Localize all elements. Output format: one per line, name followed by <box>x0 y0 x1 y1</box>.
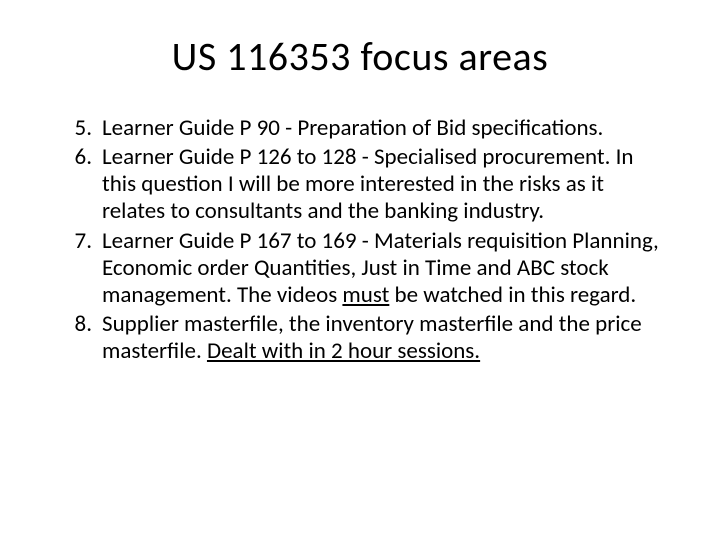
list-item-text-underlined: Dealt with in 2 hour sessions. <box>207 337 480 365</box>
focus-areas-list: Learner Guide P 90 - Preparation of Bid … <box>48 115 672 365</box>
list-item: Learner Guide P 90 - Preparation of Bid … <box>96 115 672 142</box>
list-item: Learner Guide P 126 to 128 - Specialised… <box>96 144 672 225</box>
list-item-text-post: be watched in this regard. <box>389 281 636 309</box>
list-item-text: Learner Guide P 126 to 128 - Specialised… <box>102 143 633 225</box>
slide-title: US 116353 focus areas <box>48 32 672 81</box>
list-item-text: Learner Guide P 90 - Preparation of Bid … <box>102 114 603 142</box>
list-item: Learner Guide P 167 to 169 - Materials r… <box>96 228 672 309</box>
list-item-text-underlined: must <box>342 281 389 309</box>
list-item: Supplier masterfile, the inventory maste… <box>96 311 672 365</box>
slide: US 116353 focus areas Learner Guide P 90… <box>0 0 720 540</box>
